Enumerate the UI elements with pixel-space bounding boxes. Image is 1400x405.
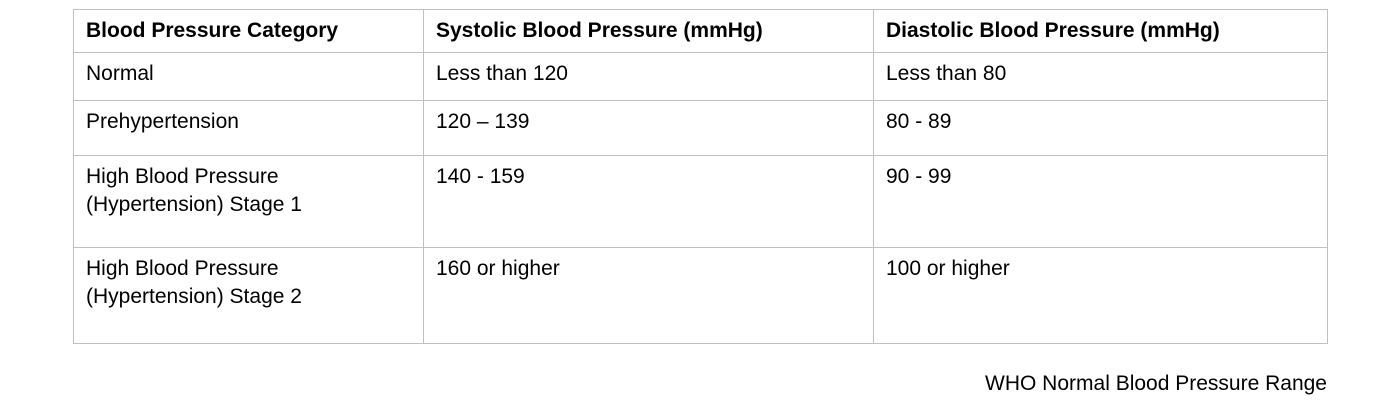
cell-category: High Blood Pressure (Hypertension) Stage… (73, 247, 424, 344)
cell-systolic: Less than 120 (423, 52, 874, 101)
cell-diastolic: 100 or higher (873, 247, 1328, 344)
column-header-diastolic: Diastolic Blood Pressure (mmHg) (873, 9, 1328, 53)
cell-systolic: 120 – 139 (423, 100, 874, 156)
column-header-category: Blood Pressure Category (73, 9, 424, 53)
table-row: High Blood Pressure (Hypertension) Stage… (73, 155, 1328, 248)
table-row: High Blood Pressure (Hypertension) Stage… (73, 247, 1328, 344)
cell-diastolic: Less than 80 (873, 52, 1328, 101)
table-row: Normal Less than 120 Less than 80 (73, 52, 1328, 101)
cell-systolic: 140 - 159 (423, 155, 874, 248)
table-caption: WHO Normal Blood Pressure Range (985, 372, 1327, 395)
cell-diastolic: 90 - 99 (873, 155, 1328, 248)
table-header-row: Blood Pressure Category Systolic Blood P… (73, 9, 1328, 53)
cell-category: Normal (73, 52, 424, 101)
cell-systolic: 160 or higher (423, 247, 874, 344)
blood-pressure-table: Blood Pressure Category Systolic Blood P… (73, 9, 1328, 344)
cell-category: High Blood Pressure (Hypertension) Stage… (73, 155, 424, 248)
cell-diastolic: 80 - 89 (873, 100, 1328, 156)
column-header-systolic: Systolic Blood Pressure (mmHg) (423, 9, 874, 53)
cell-category: Prehypertension (73, 100, 424, 156)
table-row: Prehypertension 120 – 139 80 - 89 (73, 100, 1328, 156)
